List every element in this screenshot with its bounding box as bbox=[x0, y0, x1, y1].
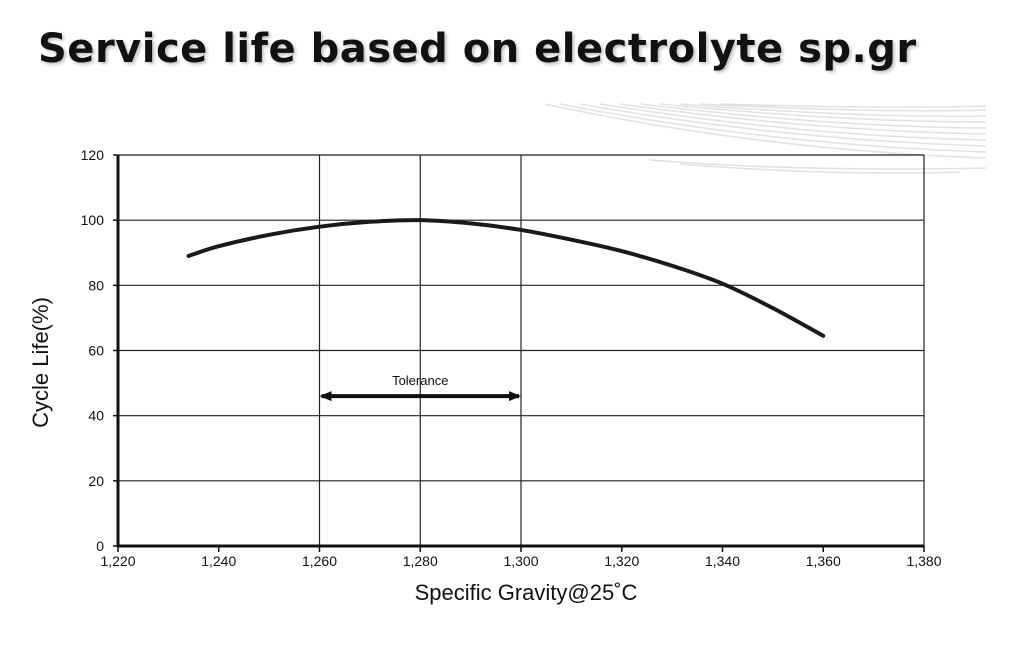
x-tick-label: 1,220 bbox=[100, 553, 135, 569]
y-tick-label: 0 bbox=[96, 538, 104, 554]
tolerance-label: Tolerance bbox=[392, 373, 448, 388]
y-axis-title: Cycle Life(%) bbox=[28, 297, 53, 428]
slide-title: Service life based on electrolyte sp.gr bbox=[38, 26, 917, 72]
x-tick-label: 1,340 bbox=[705, 553, 740, 569]
axes: 0 20 40 60 80 100 120 1,220 1,240 1,260 1,280 1,300… bbox=[81, 147, 942, 569]
x-tick-label: 1,260 bbox=[302, 553, 337, 569]
series-line-0 bbox=[186, 218, 826, 338]
x-tick-label: 1,240 bbox=[201, 553, 236, 569]
x-tick-label: 1,320 bbox=[604, 553, 639, 569]
y-tick-label: 120 bbox=[81, 147, 105, 163]
x-axis-title: Specific Gravity@25˚C bbox=[415, 580, 638, 605]
x-tick-label: 1,300 bbox=[503, 553, 538, 569]
x-tick-label: 1,380 bbox=[906, 553, 941, 569]
y-tick-label: 40 bbox=[88, 408, 104, 424]
annotations: Tolerance bbox=[319, 373, 521, 402]
axis-labels: Specific Gravity@25˚C Cycle Life(%) bbox=[28, 297, 638, 605]
gridlines bbox=[118, 155, 924, 546]
y-tick-label: 100 bbox=[81, 212, 105, 228]
y-tick-label: 80 bbox=[88, 277, 104, 293]
y-tick-label: 60 bbox=[88, 343, 104, 359]
x-tick-label: 1,280 bbox=[403, 553, 438, 569]
series bbox=[186, 218, 826, 338]
x-tick-label: 1,360 bbox=[806, 553, 841, 569]
y-tick-label: 20 bbox=[88, 473, 104, 489]
